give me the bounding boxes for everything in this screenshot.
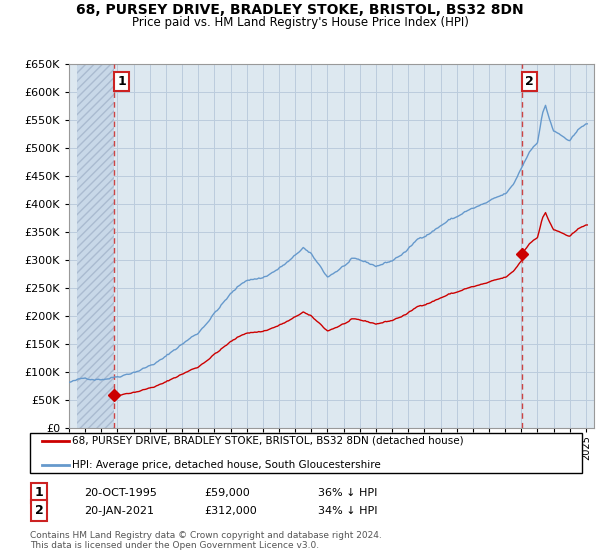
Text: 68, PURSEY DRIVE, BRADLEY STOKE, BRISTOL, BS32 8DN: 68, PURSEY DRIVE, BRADLEY STOKE, BRISTOL…	[76, 3, 524, 17]
Text: 2: 2	[526, 75, 534, 88]
Text: Contains HM Land Registry data © Crown copyright and database right 2024.
This d: Contains HM Land Registry data © Crown c…	[30, 531, 382, 550]
Text: Price paid vs. HM Land Registry's House Price Index (HPI): Price paid vs. HM Land Registry's House …	[131, 16, 469, 29]
Text: £59,000: £59,000	[204, 488, 250, 498]
Text: 68, PURSEY DRIVE, BRADLEY STOKE, BRISTOL, BS32 8DN (detached house): 68, PURSEY DRIVE, BRADLEY STOKE, BRISTOL…	[72, 436, 464, 446]
Text: 36% ↓ HPI: 36% ↓ HPI	[318, 488, 377, 498]
Text: 20-JAN-2021: 20-JAN-2021	[84, 506, 154, 516]
Text: 34% ↓ HPI: 34% ↓ HPI	[318, 506, 377, 516]
Text: 1: 1	[35, 486, 43, 500]
Text: HPI: Average price, detached house, South Gloucestershire: HPI: Average price, detached house, Sout…	[72, 460, 381, 470]
Text: 1: 1	[118, 75, 126, 88]
Text: 20-OCT-1995: 20-OCT-1995	[84, 488, 157, 498]
Text: 2: 2	[35, 504, 43, 517]
Bar	[77, 64, 114, 428]
Text: £312,000: £312,000	[204, 506, 257, 516]
